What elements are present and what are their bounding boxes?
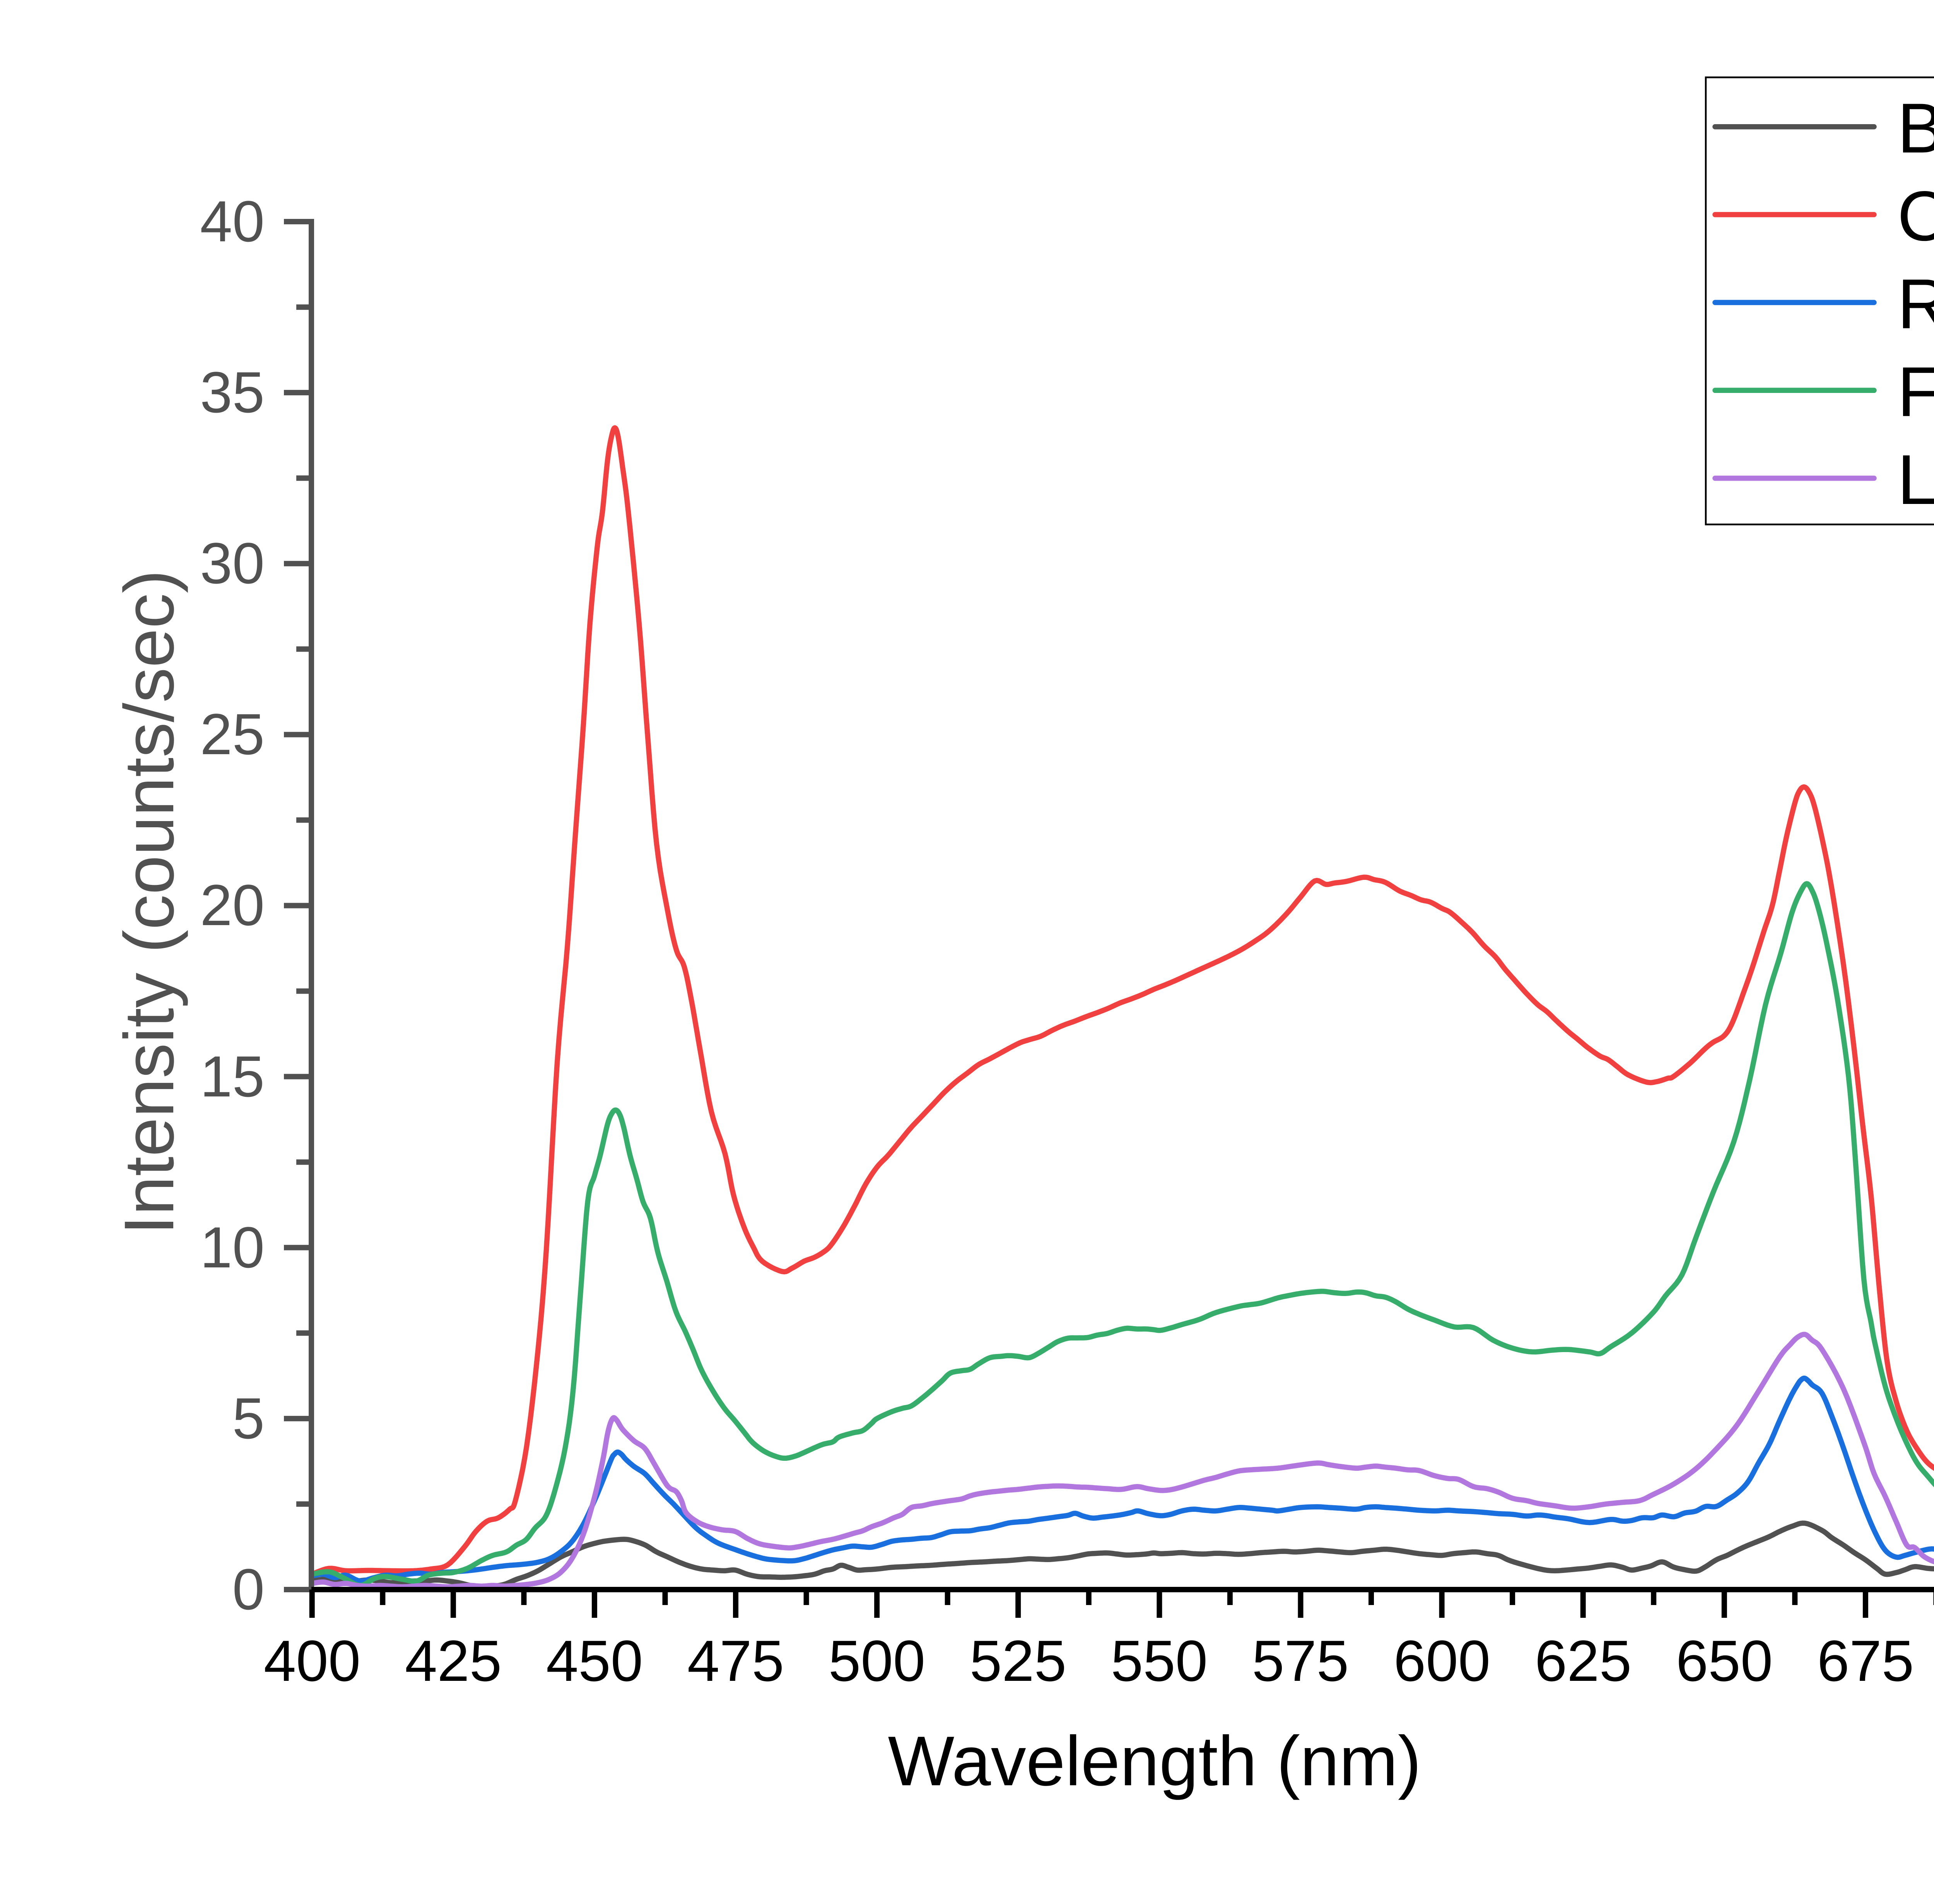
- svg-text:525: 525: [970, 1628, 1066, 1693]
- svg-text:550: 550: [1111, 1628, 1208, 1693]
- svg-text:10: 10: [200, 1215, 265, 1280]
- svg-text:35: 35: [200, 360, 265, 425]
- svg-text:600: 600: [1394, 1628, 1490, 1693]
- svg-text:5: 5: [232, 1386, 265, 1451]
- svg-text:Left side: Left side: [1897, 440, 1934, 519]
- svg-text:500: 500: [829, 1628, 925, 1693]
- svg-text:Wavelength (nm): Wavelength (nm): [888, 1721, 1421, 1800]
- svg-text:40: 40: [200, 189, 265, 254]
- svg-text:Close to the lights: Close to the lights: [1897, 176, 1934, 255]
- svg-text:Front middle: Front middle: [1897, 352, 1934, 431]
- svg-text:Right side: Right side: [1897, 265, 1934, 343]
- svg-text:15: 15: [200, 1044, 265, 1109]
- svg-text:450: 450: [546, 1628, 643, 1693]
- svg-text:475: 475: [687, 1628, 784, 1693]
- svg-text:400: 400: [264, 1628, 360, 1693]
- svg-text:0: 0: [232, 1557, 265, 1622]
- svg-text:625: 625: [1535, 1628, 1632, 1693]
- svg-text:25: 25: [200, 702, 265, 767]
- svg-text:Intensity (counts/sec): Intensity (counts/sec): [109, 570, 188, 1235]
- svg-text:20: 20: [200, 873, 265, 937]
- svg-text:575: 575: [1252, 1628, 1349, 1693]
- svg-text:650: 650: [1676, 1628, 1773, 1693]
- svg-text:675: 675: [1817, 1628, 1914, 1693]
- svg-text:30: 30: [200, 531, 265, 596]
- svg-text:425: 425: [405, 1628, 502, 1693]
- svg-text:Back middle: Back middle: [1897, 89, 1934, 167]
